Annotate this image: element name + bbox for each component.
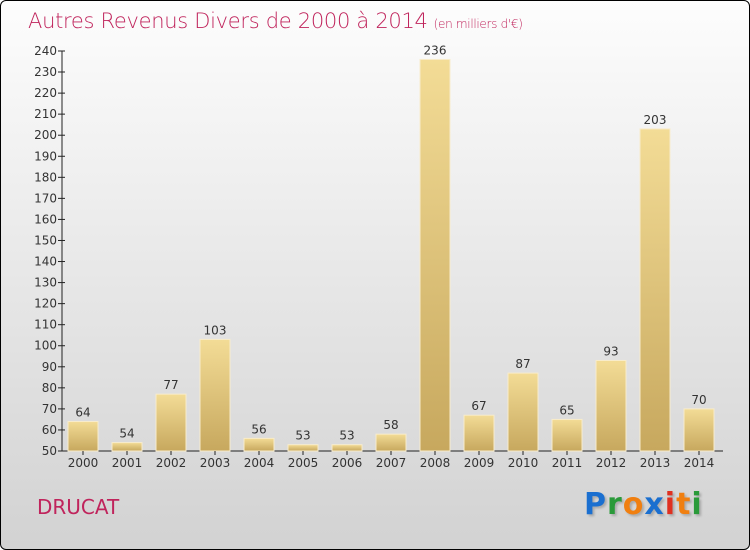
y-tick-label: 150 (34, 233, 57, 247)
data-label: 58 (383, 418, 398, 432)
y-tick-label: 200 (34, 128, 57, 142)
x-tick-label: 2010 (508, 456, 539, 470)
bar-2006 (331, 444, 363, 452)
x-tick-label: 2001 (112, 456, 143, 470)
data-label: 53 (339, 429, 354, 443)
x-tick-label: 2011 (552, 456, 583, 470)
y-tick-label: 180 (34, 170, 57, 184)
y-tick-label: 80 (42, 381, 57, 395)
chart-title: Autres Revenus Divers de 2000 à 2014 (en … (28, 9, 523, 33)
y-tick-label: 50 (42, 444, 57, 458)
data-label: 64 (75, 406, 90, 420)
data-label: 103 (204, 323, 227, 337)
bar-2014 (683, 408, 715, 452)
y-tick-label: 140 (34, 255, 57, 269)
bar-2002 (155, 393, 187, 452)
y-tick-label: 160 (34, 212, 57, 226)
x-tick-label: 2014 (684, 456, 715, 470)
proxiti-logo: Proxiti (584, 487, 703, 522)
data-label: 67 (471, 399, 486, 413)
data-label: 65 (559, 403, 574, 417)
bar-2012 (595, 359, 627, 452)
bar-2000 (67, 421, 99, 452)
y-tick-label: 210 (34, 107, 57, 121)
x-tick-label: 2005 (288, 456, 319, 470)
x-tick-label: 2000 (68, 456, 99, 470)
bar-2010 (507, 372, 539, 452)
bar-2007 (375, 433, 407, 452)
data-label: 70 (691, 393, 706, 407)
x-tick-label: 2012 (596, 456, 627, 470)
chart-subtitle: (en milliers d'€) (433, 17, 523, 31)
y-tick-label: 190 (34, 149, 57, 163)
bar-2009 (463, 414, 495, 452)
x-tick-label: 2002 (156, 456, 187, 470)
data-label: 56 (251, 422, 266, 436)
y-tick-label: 170 (34, 191, 57, 205)
x-tick-label: 2003 (200, 456, 231, 470)
x-tick-label: 2006 (332, 456, 363, 470)
y-tick-label: 100 (34, 339, 57, 353)
y-tick-label: 110 (34, 318, 57, 332)
y-tick-label: 230 (34, 65, 57, 79)
bar-2005 (287, 444, 319, 452)
bar-2003 (199, 338, 231, 452)
x-tick-label: 2013 (640, 456, 671, 470)
y-tick-label: 70 (42, 402, 57, 416)
data-label: 87 (515, 357, 530, 371)
x-tick-label: 2008 (420, 456, 451, 470)
bar-2004 (243, 437, 275, 452)
y-tick-label: 120 (34, 297, 57, 311)
bar-2011 (551, 418, 583, 452)
data-label: 77 (163, 378, 178, 392)
x-tick-label: 2007 (376, 456, 407, 470)
data-label: 93 (603, 344, 618, 358)
x-tick-label: 2004 (244, 456, 275, 470)
y-tick-label: 220 (34, 86, 57, 100)
y-tick-label: 130 (34, 276, 57, 290)
y-tick-label: 90 (42, 360, 57, 374)
data-label: 54 (119, 427, 134, 441)
bar-2001 (111, 442, 143, 452)
title-text: Autres Revenus Divers de 2000 à 2014 (28, 9, 428, 33)
y-tick-label: 240 (34, 44, 57, 58)
data-label: 53 (295, 429, 310, 443)
y-tick-label: 60 (42, 423, 57, 437)
data-label: 203 (644, 113, 667, 127)
data-label: 236 (424, 43, 447, 57)
x-tick-label: 2009 (464, 456, 495, 470)
bar-2008 (419, 58, 451, 452)
location-label: DRUCAT (37, 495, 120, 519)
bar-2013 (639, 128, 671, 452)
